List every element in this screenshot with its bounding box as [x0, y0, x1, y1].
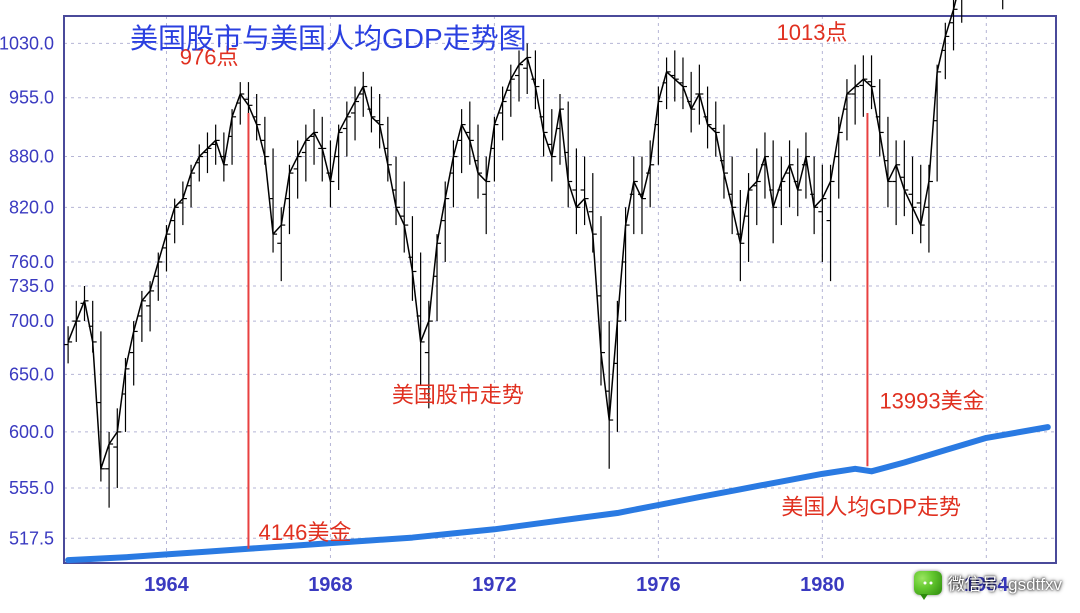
svg-text:820.0: 820.0 — [9, 197, 54, 217]
svg-text:700.0: 700.0 — [9, 311, 54, 331]
svg-text:13993美金: 13993美金 — [879, 388, 984, 413]
svg-text:650.0: 650.0 — [9, 364, 54, 384]
svg-text:555.0: 555.0 — [9, 478, 54, 498]
svg-text:1976: 1976 — [636, 574, 681, 596]
wechat-watermark: 微信号: gsdtfxv — [914, 570, 1062, 595]
wechat-icon — [914, 571, 942, 595]
svg-text:1964: 1964 — [144, 574, 189, 596]
svg-text:4146美金: 4146美金 — [258, 520, 351, 545]
svg-text:600.0: 600.0 — [9, 422, 54, 442]
svg-text:517.5: 517.5 — [9, 528, 54, 548]
svg-text:880.0: 880.0 — [9, 147, 54, 167]
svg-text:760.0: 760.0 — [9, 252, 54, 272]
svg-text:美国股市与美国人均GDP走势图: 美国股市与美国人均GDP走势图 — [130, 23, 527, 54]
stock-gdp-chart: 517.5 555.0 600.0 650.0 700.0 735.0 760.0 820.0… — [0, 0, 1080, 613]
svg-text:1013点: 1013点 — [776, 20, 847, 45]
watermark-text: 微信号: gsdtfxv — [948, 570, 1062, 595]
svg-text:美国人均GDP走势: 美国人均GDP走势 — [781, 494, 961, 519]
svg-text:1968: 1968 — [308, 574, 353, 596]
svg-text:1980: 1980 — [800, 574, 845, 596]
svg-text:735.0: 735.0 — [9, 276, 54, 296]
svg-text:955.0: 955.0 — [9, 88, 54, 108]
svg-text:1030.0: 1030.0 — [0, 33, 54, 53]
svg-text:1972: 1972 — [472, 574, 517, 596]
svg-text:美国股市走势: 美国股市走势 — [392, 383, 524, 408]
